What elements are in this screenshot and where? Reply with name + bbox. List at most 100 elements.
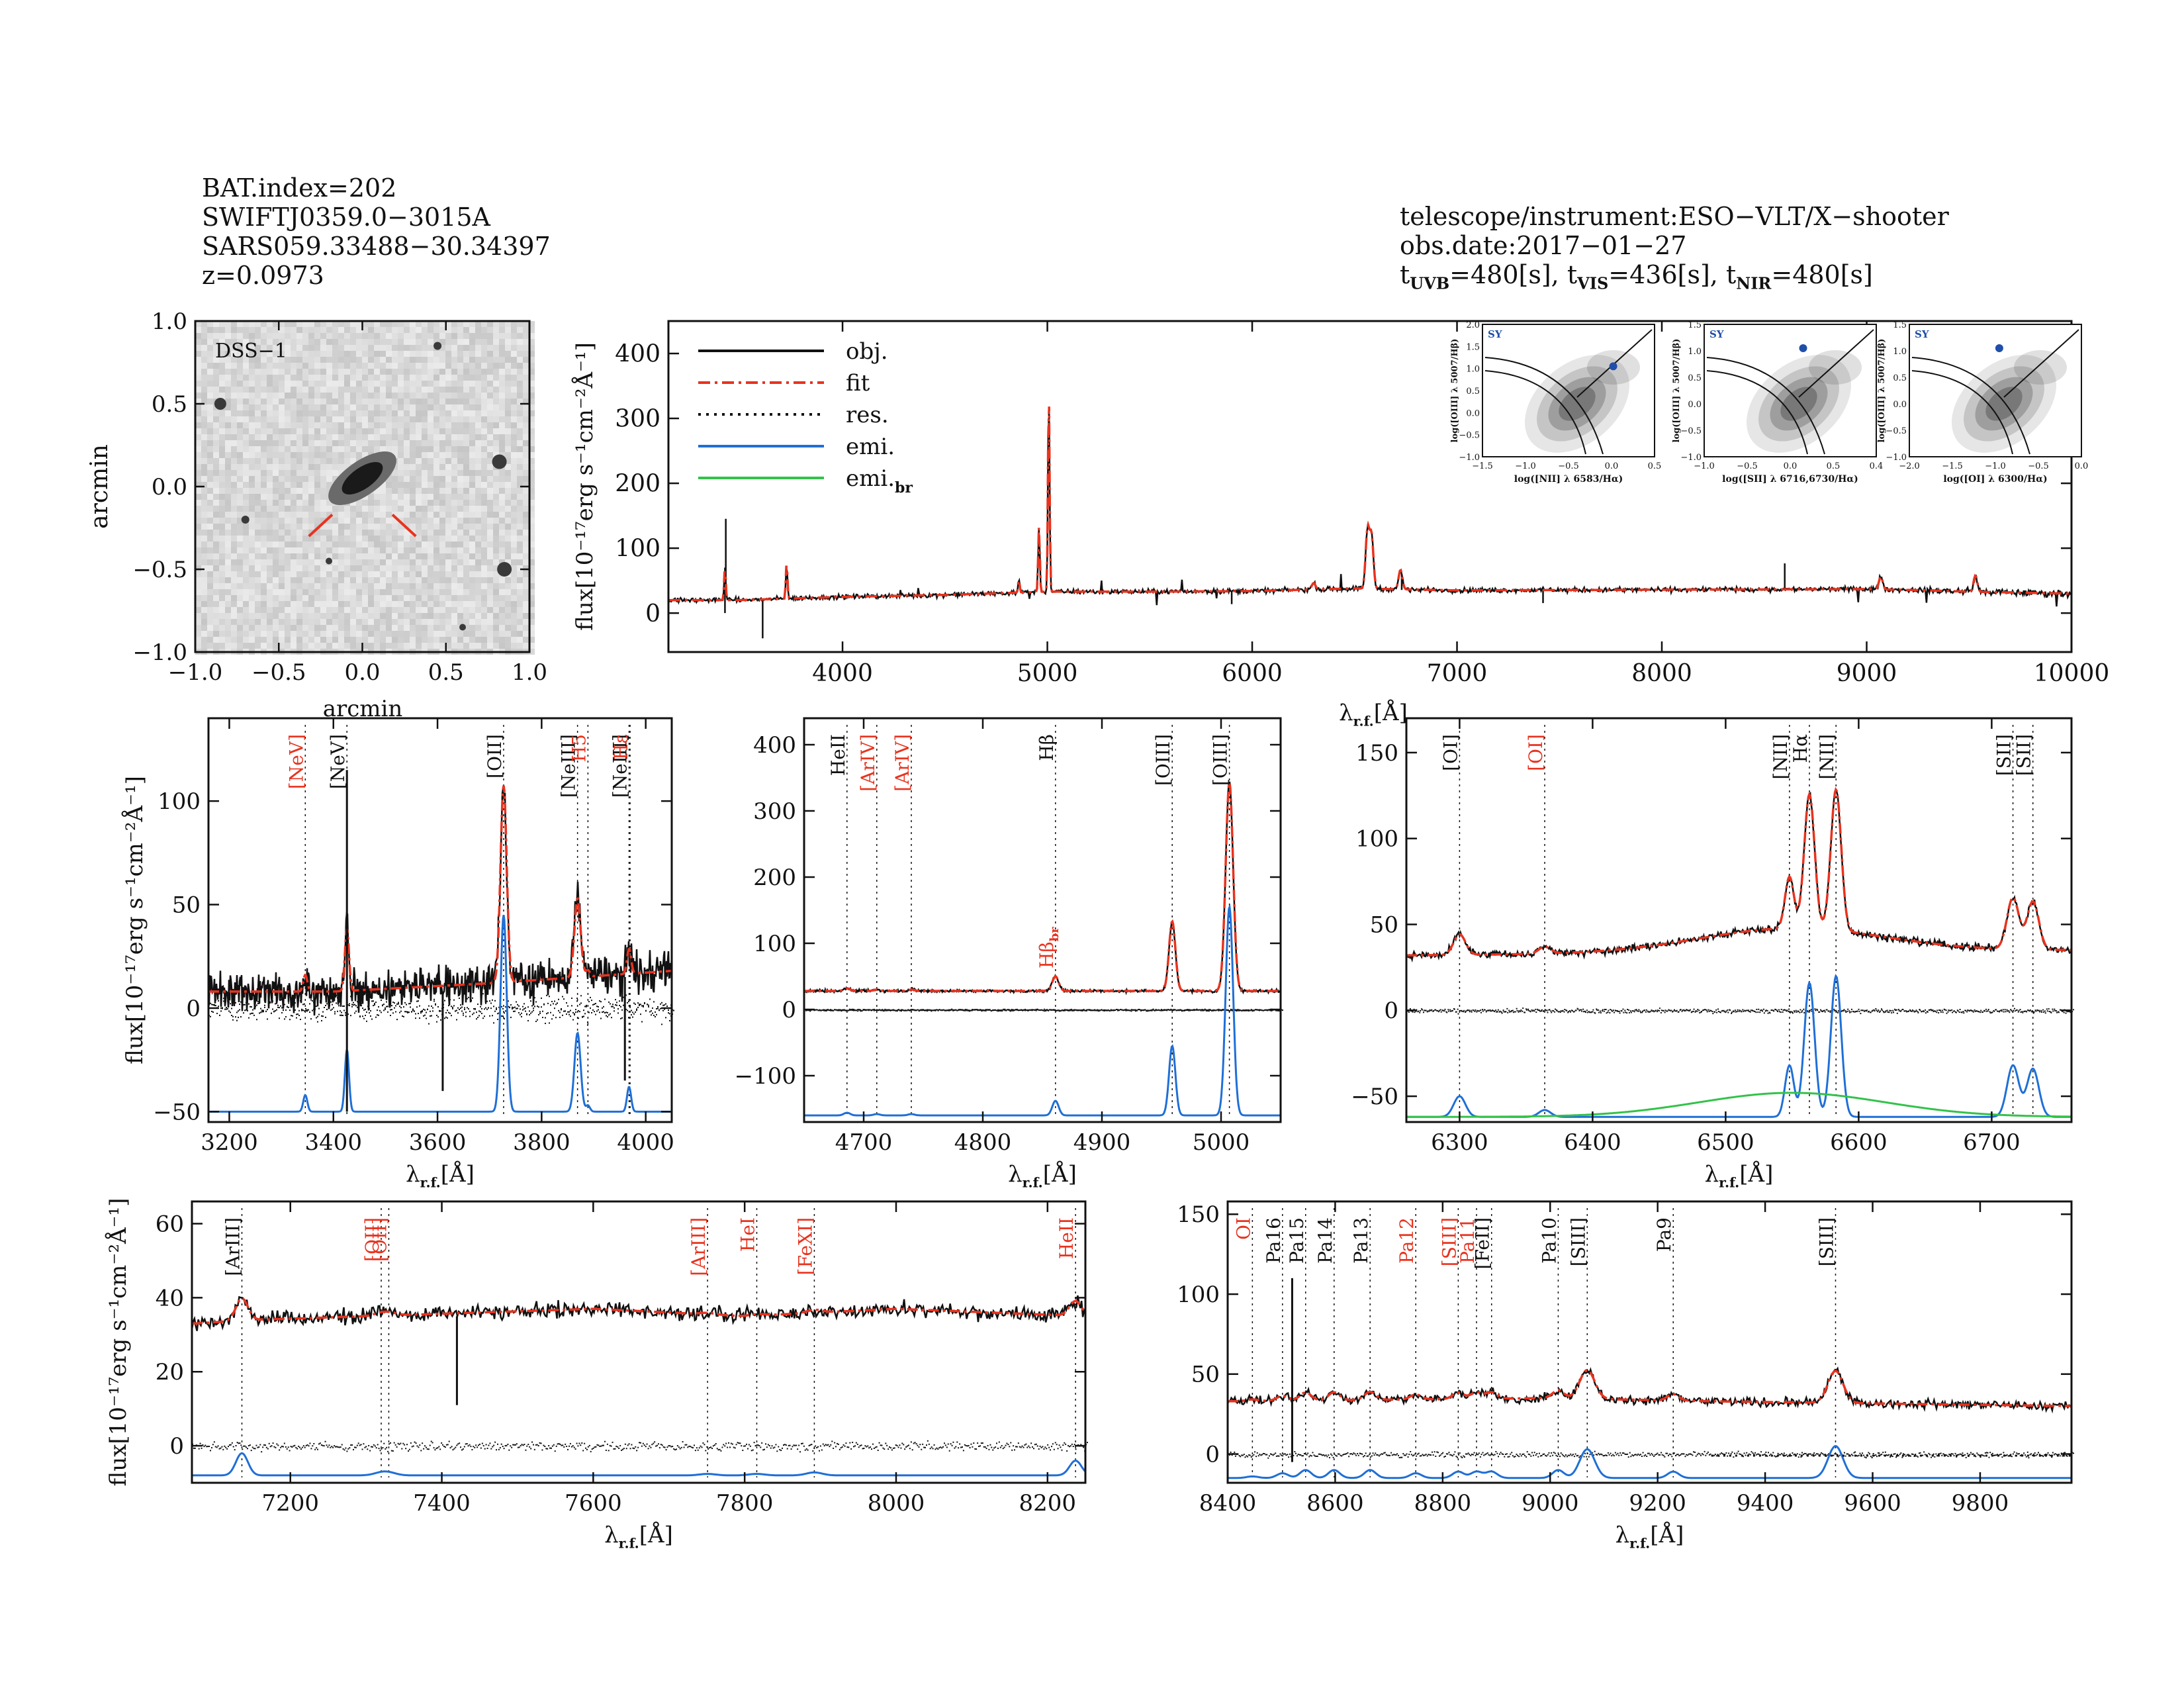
dss-pixel xyxy=(457,536,463,541)
dss-pixel xyxy=(505,351,511,357)
residual-point xyxy=(445,1016,447,1018)
dss-pixel xyxy=(356,452,362,458)
dss-pixel xyxy=(529,494,535,500)
dss-pixel xyxy=(231,458,237,464)
dss-pixel xyxy=(261,625,267,631)
y-tick-label: 1.5 xyxy=(1688,320,1702,330)
dss-pixel xyxy=(231,553,237,559)
dss-pixel xyxy=(243,410,249,416)
dss-pixel xyxy=(362,571,368,577)
dss-pixel xyxy=(380,363,386,369)
dss-pixel xyxy=(285,458,291,464)
residual-point xyxy=(342,1005,343,1007)
dss-pixel xyxy=(380,404,386,410)
dss-pixel xyxy=(350,524,356,530)
dss-pixel xyxy=(219,375,225,381)
dss-pixel xyxy=(410,363,416,369)
line-label: Hε xyxy=(610,734,632,760)
dss-pixel xyxy=(350,541,356,547)
dss-pixel xyxy=(428,547,433,553)
fit-spectrum xyxy=(668,406,2072,602)
dss-pixel xyxy=(255,470,261,476)
dss-pixel xyxy=(291,321,296,327)
residual-point xyxy=(968,1010,970,1012)
dss-pixel xyxy=(529,589,535,595)
dss-pixel xyxy=(273,458,279,464)
dss-pixel xyxy=(326,375,332,381)
dss-pixel xyxy=(469,488,475,494)
dss-pixel xyxy=(362,339,368,345)
residual-point xyxy=(874,1009,876,1011)
dss-pixel xyxy=(243,416,249,422)
dss-pixel xyxy=(529,583,535,589)
dss-pixel xyxy=(243,375,249,381)
dss-pixel xyxy=(481,589,487,595)
dss-pixel xyxy=(386,577,392,583)
dss-pixel xyxy=(296,452,302,458)
residual-point xyxy=(1115,1009,1116,1011)
dss-pixel xyxy=(386,619,392,625)
dss-pixel xyxy=(481,458,487,464)
dss-pixel xyxy=(499,637,505,643)
dss-pixel xyxy=(296,410,302,416)
dss-pixel xyxy=(249,470,255,476)
dss-pixel xyxy=(261,375,267,381)
dss-pixel xyxy=(201,536,207,541)
dss-pixel xyxy=(296,559,302,565)
dss-pixel xyxy=(487,452,493,458)
dss-pixel xyxy=(201,565,207,571)
dss-pixel xyxy=(231,416,237,422)
dss-pixel xyxy=(219,434,225,440)
dss-pixel xyxy=(213,452,219,458)
residual-point xyxy=(375,1002,377,1004)
dss-pixel xyxy=(362,619,368,625)
dss-pixel xyxy=(422,470,428,476)
dss-pixel xyxy=(386,410,392,416)
residual-point xyxy=(833,1009,835,1011)
dss-pixel xyxy=(439,440,445,446)
residual-point xyxy=(1269,1009,1271,1011)
dss-pixel xyxy=(457,375,463,381)
bpt3-demarcation-curve xyxy=(1911,357,2030,455)
residual-point xyxy=(594,1011,595,1013)
x-tick-label: 0.5 xyxy=(1648,461,1662,471)
residual-point xyxy=(1250,1009,1252,1011)
dss-pixel xyxy=(523,434,529,440)
dss-pixel xyxy=(416,381,422,387)
dss-pixel xyxy=(517,494,523,500)
dss-pixel xyxy=(356,541,362,547)
dss-pixel xyxy=(451,613,457,619)
residual-point xyxy=(661,1002,662,1004)
residual-point xyxy=(373,1000,374,1002)
residual-point xyxy=(580,1002,582,1004)
dss-pixel xyxy=(422,565,428,571)
residual-point xyxy=(326,1003,328,1005)
dss-pixel xyxy=(291,607,296,613)
dss-pixel xyxy=(380,583,386,589)
dss-pixel xyxy=(475,619,481,625)
dss-pixel xyxy=(439,601,445,607)
dss-pixel xyxy=(505,410,511,416)
dss-pixel xyxy=(261,393,267,399)
residual-point xyxy=(452,1008,453,1009)
dss-pixel xyxy=(374,339,380,345)
residual-point xyxy=(295,1002,296,1004)
dss-pixel xyxy=(243,595,249,601)
dss-pixel xyxy=(481,321,487,327)
dss-pixel xyxy=(267,434,273,440)
residual-point xyxy=(1212,1009,1214,1011)
residual-point xyxy=(371,1018,373,1020)
dss-pixel xyxy=(255,553,261,559)
dss-pixel xyxy=(219,565,225,571)
dss-pixel xyxy=(523,464,529,470)
dss-pixel xyxy=(386,369,392,375)
dss-pixel xyxy=(368,500,374,506)
dss-pixel xyxy=(392,637,398,643)
dss-pixel xyxy=(493,547,499,553)
dss-pixel xyxy=(344,547,350,553)
dss-pixel xyxy=(457,565,463,571)
dss-pixel xyxy=(338,327,344,333)
dss-pixel xyxy=(279,470,285,476)
residual-point xyxy=(572,1019,574,1021)
dss-pixel xyxy=(368,512,374,518)
